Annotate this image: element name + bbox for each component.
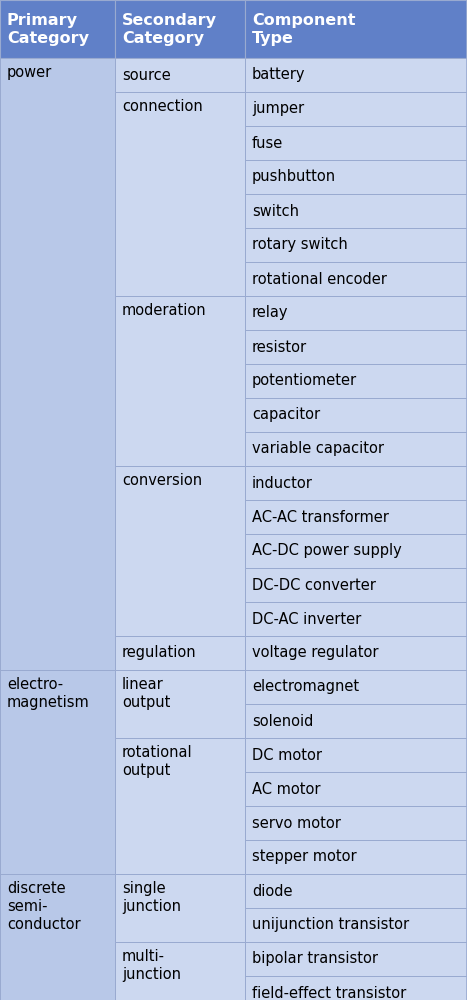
- Text: voltage regulator: voltage regulator: [252, 646, 378, 660]
- Text: DC-DC converter: DC-DC converter: [252, 578, 376, 592]
- Text: solenoid: solenoid: [252, 714, 313, 728]
- Text: moderation: moderation: [122, 303, 206, 318]
- Text: capacitor: capacitor: [252, 408, 320, 422]
- Text: linear
output: linear output: [122, 677, 170, 710]
- Bar: [115, 636, 245, 670]
- Text: electro-
magnetism: electro- magnetism: [7, 677, 90, 710]
- Bar: [115, 738, 245, 874]
- Text: relay: relay: [252, 306, 289, 320]
- Text: AC-DC power supply: AC-DC power supply: [252, 544, 402, 558]
- Bar: [245, 126, 467, 160]
- Text: battery: battery: [252, 68, 305, 83]
- Bar: [245, 466, 467, 500]
- Bar: [245, 58, 467, 92]
- Bar: [0, 58, 115, 670]
- Text: multi-
junction: multi- junction: [122, 949, 181, 982]
- Bar: [115, 58, 245, 92]
- Text: AC-AC transformer: AC-AC transformer: [252, 510, 389, 524]
- Bar: [245, 976, 467, 1000]
- Text: discrete
semi-
conductor: discrete semi- conductor: [7, 881, 81, 932]
- Text: diode: diode: [252, 884, 292, 898]
- Bar: [245, 432, 467, 466]
- Text: Secondary
Category: Secondary Category: [122, 12, 217, 45]
- Bar: [0, 0, 115, 58]
- Bar: [245, 330, 467, 364]
- Text: switch: switch: [252, 204, 299, 219]
- Text: rotational encoder: rotational encoder: [252, 271, 387, 286]
- Text: pushbutton: pushbutton: [252, 169, 336, 184]
- Text: power: power: [7, 65, 52, 80]
- Bar: [245, 228, 467, 262]
- Bar: [245, 194, 467, 228]
- Bar: [245, 738, 467, 772]
- Text: field-effect transistor: field-effect transistor: [252, 986, 406, 1000]
- Text: connection: connection: [122, 99, 203, 114]
- Text: bipolar transistor: bipolar transistor: [252, 952, 378, 966]
- Text: inductor: inductor: [252, 476, 313, 490]
- Text: Component
Type: Component Type: [252, 12, 355, 45]
- Text: servo motor: servo motor: [252, 816, 341, 830]
- Text: jumper: jumper: [252, 102, 304, 116]
- Bar: [245, 160, 467, 194]
- Bar: [245, 772, 467, 806]
- Text: DC-AC inverter: DC-AC inverter: [252, 611, 361, 626]
- Text: rotary switch: rotary switch: [252, 237, 348, 252]
- Bar: [245, 840, 467, 874]
- Text: potentiometer: potentiometer: [252, 373, 357, 388]
- Bar: [245, 602, 467, 636]
- Text: electromagnet: electromagnet: [252, 680, 359, 694]
- Bar: [115, 942, 245, 1000]
- Bar: [245, 942, 467, 976]
- Bar: [115, 296, 245, 466]
- Bar: [245, 670, 467, 704]
- Bar: [245, 500, 467, 534]
- Bar: [245, 534, 467, 568]
- Bar: [115, 466, 245, 636]
- Text: unijunction transistor: unijunction transistor: [252, 918, 409, 932]
- Text: single
junction: single junction: [122, 881, 181, 914]
- Text: stepper motor: stepper motor: [252, 850, 357, 864]
- Bar: [245, 262, 467, 296]
- Bar: [0, 670, 115, 874]
- Text: variable capacitor: variable capacitor: [252, 442, 384, 456]
- Text: conversion: conversion: [122, 473, 202, 488]
- Bar: [245, 364, 467, 398]
- Bar: [115, 0, 245, 58]
- Bar: [245, 636, 467, 670]
- Text: resistor: resistor: [252, 340, 307, 355]
- Bar: [0, 874, 115, 1000]
- Text: AC motor: AC motor: [252, 782, 320, 796]
- Bar: [245, 92, 467, 126]
- Bar: [115, 670, 245, 738]
- Bar: [115, 874, 245, 942]
- Bar: [115, 92, 245, 296]
- Text: rotational
output: rotational output: [122, 745, 192, 778]
- Bar: [245, 704, 467, 738]
- Bar: [245, 908, 467, 942]
- Text: source: source: [122, 68, 171, 83]
- Text: regulation: regulation: [122, 646, 197, 660]
- Bar: [245, 874, 467, 908]
- Bar: [245, 568, 467, 602]
- Text: Primary
Category: Primary Category: [7, 12, 89, 45]
- Text: DC motor: DC motor: [252, 748, 322, 762]
- Bar: [245, 0, 467, 58]
- Bar: [245, 806, 467, 840]
- Text: fuse: fuse: [252, 135, 283, 150]
- Bar: [245, 296, 467, 330]
- Bar: [245, 398, 467, 432]
